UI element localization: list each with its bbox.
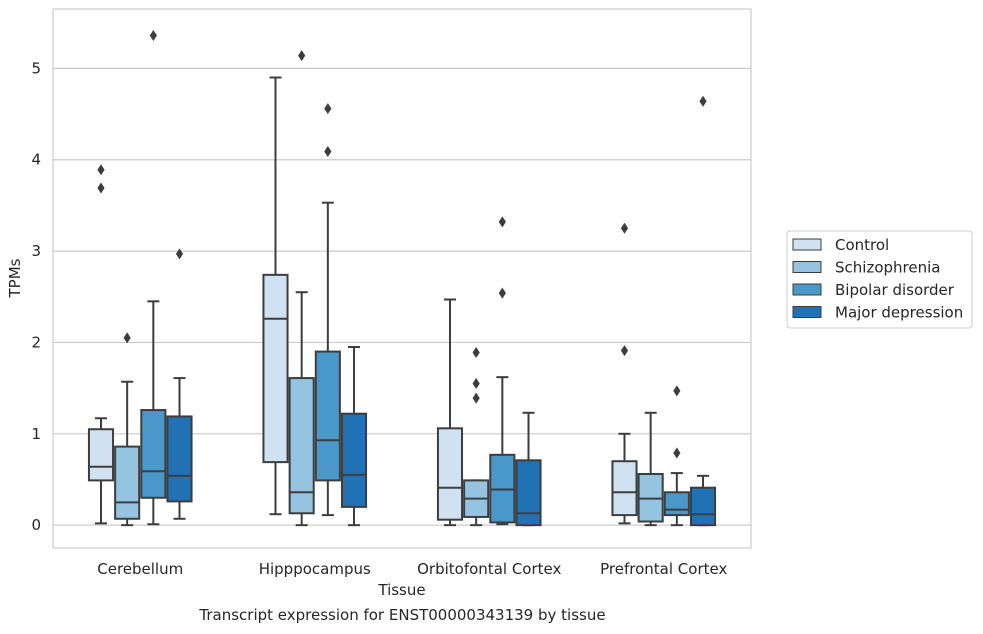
- box-major-depression: [515, 411, 542, 527]
- outlier-point: [673, 385, 681, 397]
- box-body: [288, 377, 315, 515]
- legend-label: Control: [835, 236, 889, 254]
- box-control: [611, 222, 638, 525]
- box-schizophrenia: [463, 346, 490, 527]
- legend-label: Schizophrenia: [835, 259, 940, 277]
- box-control: [87, 164, 115, 525]
- plot-marks: [87, 29, 717, 527]
- x-axis-ticks: Cerebellum Hipppocampus Orbitofontal Corte…: [97, 560, 727, 578]
- x-tick-label: Cerebellum: [97, 560, 183, 578]
- legend: Control Schizophrenia Bipolar disorder Majo…: [786, 230, 973, 329]
- box-body: [611, 460, 638, 517]
- box-body: [140, 409, 167, 499]
- plot-frame: [52, 8, 752, 549]
- box-control: [262, 76, 289, 516]
- outlier-point: [97, 182, 105, 194]
- box-body: [314, 350, 341, 482]
- legend-swatch: [792, 283, 822, 296]
- legend-swatch: [792, 306, 822, 318]
- outlier-point: [298, 50, 306, 62]
- figure-caption: Transcript expression for ENST0000034313…: [199, 606, 606, 624]
- outlier-point: [175, 248, 184, 260]
- box-bipolar-disorder: [489, 216, 516, 526]
- outlier-point: [472, 346, 480, 358]
- box-major-depression: [689, 95, 717, 527]
- box-major-depression: [340, 346, 368, 527]
- box-bipolar-disorder: [140, 29, 167, 526]
- outlier-point: [498, 216, 506, 228]
- x-axis-label: Tissue: [377, 581, 425, 599]
- outlier-point: [699, 95, 707, 107]
- box-bipolar-disorder: [314, 103, 341, 517]
- outlier-point: [123, 332, 131, 344]
- legend-swatch: [792, 261, 822, 273]
- box-body: [515, 459, 542, 527]
- box-schizophrenia: [637, 411, 664, 527]
- box-schizophrenia: [288, 50, 315, 527]
- outlier-point: [472, 378, 480, 390]
- y-tick-label: 2: [31, 333, 41, 351]
- outlier-point: [97, 164, 105, 176]
- x-tick-label: Hipppocampus: [259, 560, 371, 578]
- box-body: [262, 273, 289, 464]
- legend-swatch: [792, 238, 822, 251]
- box-body: [87, 428, 115, 482]
- y-tick-label: 1: [31, 425, 41, 443]
- box-body: [689, 486, 717, 527]
- outlier-point: [472, 392, 480, 404]
- box-body: [340, 412, 368, 508]
- outlier-point: [498, 287, 506, 299]
- box-bipolar-disorder: [663, 385, 690, 527]
- box-body: [166, 415, 193, 503]
- outlier-point: [324, 103, 332, 115]
- y-axis-label: TPMs: [6, 258, 24, 298]
- outlier-point: [673, 447, 681, 459]
- legend-label: Major depression: [835, 304, 963, 322]
- y-tick-label: 0: [31, 516, 41, 534]
- outlier-point: [620, 345, 629, 357]
- y-tick-label: 3: [31, 242, 41, 260]
- x-tick-label: Orbitofontal Cortex: [417, 560, 561, 578]
- box-control: [436, 298, 464, 527]
- y-tick-label: 5: [31, 59, 41, 77]
- box-schizophrenia: [114, 332, 141, 527]
- legend-label: Bipolar disorder: [835, 281, 955, 299]
- box-major-depression: [166, 248, 193, 520]
- outlier-point: [149, 29, 157, 41]
- y-tick-label: 4: [31, 151, 41, 169]
- outlier-point: [324, 146, 332, 158]
- legend-frame: [786, 230, 973, 329]
- y-axis-ticks: 0 1 2 3 4 5: [31, 59, 41, 534]
- x-tick-label: Prefrontal Cortex: [600, 560, 727, 578]
- box-body: [114, 445, 141, 520]
- box-body: [663, 491, 690, 517]
- box-body: [436, 427, 464, 521]
- outlier-point: [620, 222, 629, 234]
